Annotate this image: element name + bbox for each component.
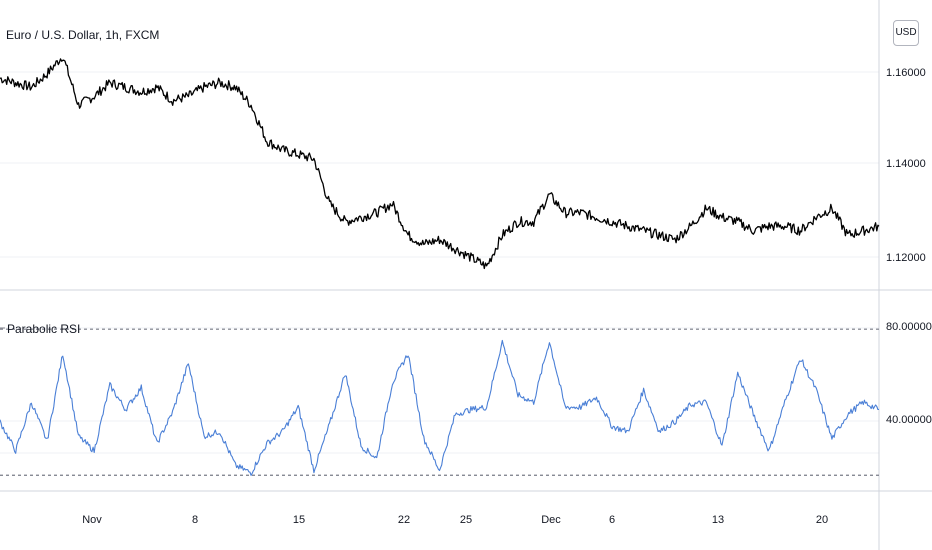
time-tick-label: Dec: [541, 514, 561, 526]
time-tick-label: 6: [609, 514, 615, 526]
time-tick-label: 13: [712, 514, 724, 526]
time-tick-label: 25: [460, 514, 472, 526]
time-tick-label: Nov: [82, 514, 102, 526]
price-line[interactable]: [0, 58, 880, 270]
price-pane-title: Euro / U.S. Dollar, 1h, FXCM: [6, 28, 159, 42]
time-tick-label: 20: [816, 514, 828, 526]
price-tick-label: 1.16000: [886, 67, 926, 79]
rsi-line[interactable]: [0, 339, 879, 476]
rsi-series[interactable]: [0, 339, 879, 476]
time-tick-label: 22: [398, 514, 410, 526]
price-tick-label: 1.14000: [886, 158, 926, 170]
time-tick-label: 8: [192, 514, 198, 526]
price-tick-label: 1.12000: [886, 252, 926, 264]
price-series[interactable]: [0, 58, 880, 270]
rsi-pane-title: Parabolic RSI: [7, 322, 80, 336]
currency-button[interactable]: USD: [893, 20, 919, 46]
chart-grid: [0, 71, 879, 454]
time-tick-label: 15: [293, 514, 305, 526]
rsi-tick-label: 40.00000: [886, 414, 932, 426]
rsi-tick-label: 80.00000: [886, 321, 932, 333]
